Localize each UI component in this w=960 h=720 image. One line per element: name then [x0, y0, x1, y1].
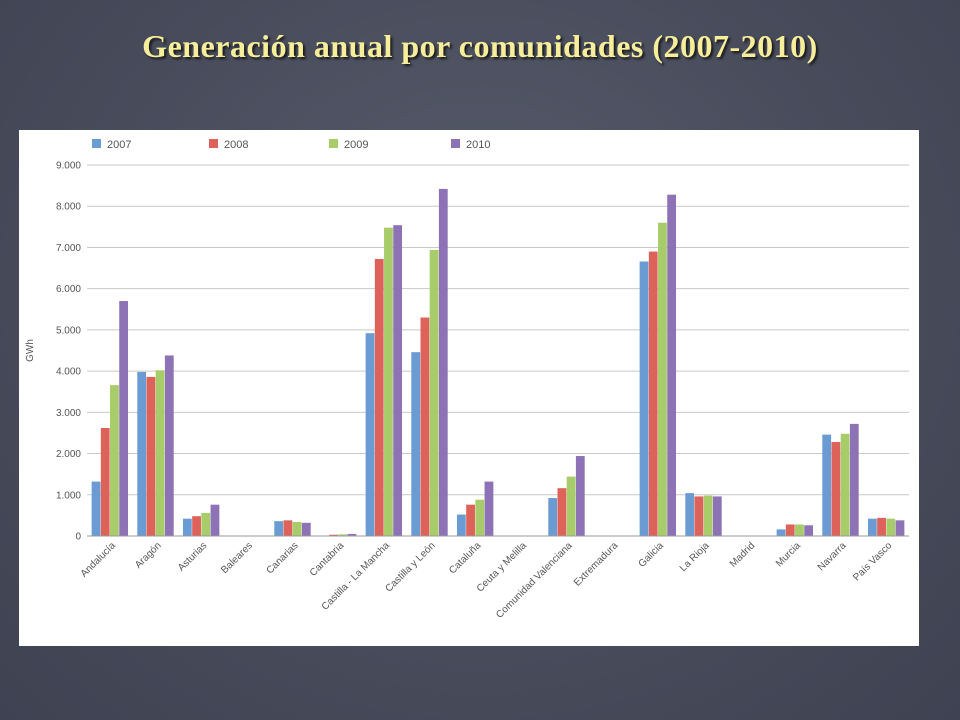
bar-2009-17	[886, 518, 896, 536]
bar-2008-17	[877, 517, 886, 536]
x-tick-label: Extremadura	[572, 540, 621, 589]
x-tick-label: Baleares	[219, 540, 255, 576]
x-tick-label: Madrid	[728, 540, 757, 569]
x-tick-label: Cataluña	[447, 540, 483, 576]
y-tick-label: 4.000	[56, 367, 81, 378]
y-tick-label: 6.000	[56, 284, 81, 295]
bar-2008-7	[420, 317, 430, 536]
x-tick-label: Canarias	[265, 540, 301, 576]
bar-2010-8	[484, 481, 494, 536]
bar-2009-6	[384, 227, 393, 536]
bar-2008-2	[192, 516, 201, 536]
bar-2008-12	[648, 251, 658, 537]
bar-2008-6	[374, 258, 384, 536]
bar-2009-15	[795, 524, 804, 536]
y-tick-label: 8.000	[56, 202, 81, 213]
slide-title: Generación anual por comunidades (2007-2…	[142, 28, 818, 64]
bar-2008-13	[694, 496, 704, 536]
bar-2009-10	[566, 476, 576, 536]
x-tick-label: Andalucía	[79, 540, 119, 580]
bar-2007-2	[182, 518, 192, 536]
y-tick-label: 3.000	[56, 408, 81, 419]
legend-swatch-2008	[209, 139, 218, 148]
bar-2007-17	[867, 518, 877, 536]
bar-2007-16	[822, 434, 832, 536]
legend-label-2008: 2008	[224, 139, 248, 151]
bar-2008-0	[100, 427, 110, 536]
bar-2009-1	[155, 370, 165, 536]
bar-2008-5	[329, 534, 338, 536]
bar-2009-13	[703, 495, 713, 536]
y-tick-label: 7.000	[56, 243, 81, 254]
bar-2007-10	[548, 498, 558, 536]
bar-2007-12	[639, 261, 649, 536]
bar-2010-0	[119, 301, 129, 536]
x-tick-label: La Rioja	[678, 540, 712, 574]
bar-2007-7	[411, 352, 421, 536]
legend-swatch-2009	[329, 139, 338, 148]
bar-chart: 0 1.000 2.000 3.000 4.000 5.000 6.000 7.000 8.00…	[25, 139, 909, 621]
bar-2007-15	[776, 529, 786, 536]
bar-2008-16	[831, 442, 841, 536]
bar-2009-2	[201, 512, 211, 536]
bar-2009-0	[110, 385, 119, 536]
bar-2010-5	[347, 533, 357, 536]
bar-2008-8	[466, 504, 475, 536]
bar-2009-5	[338, 534, 348, 536]
legend-label-2009: 2009	[344, 139, 368, 151]
bar-2008-10	[557, 488, 567, 536]
bar-2007-6	[365, 333, 375, 536]
bar-2007-0	[91, 481, 101, 536]
x-tick-label: Asturias	[176, 540, 209, 573]
y-tick-label: 5.000	[56, 325, 81, 336]
bar-2007-8	[456, 514, 466, 536]
bar-2010-17	[895, 520, 905, 536]
x-tick-label: País Vasco	[851, 540, 894, 583]
bar-2010-12	[667, 194, 677, 536]
bar-2007-13	[685, 493, 695, 536]
y-tick-label: 0	[75, 532, 81, 543]
y-tick-label: 9.000	[56, 161, 81, 172]
legend-label-2010: 2010	[466, 139, 490, 151]
x-tick-label: Aragón	[133, 540, 164, 571]
bar-2008-15	[785, 524, 795, 536]
legend-swatch-2010	[451, 139, 460, 148]
bar-2010-2	[210, 504, 220, 536]
x-tick-label: Galicia	[637, 540, 667, 570]
y-tick-label: 2.000	[56, 449, 81, 460]
bar-2009-4	[292, 521, 302, 536]
bar-2010-16	[849, 423, 859, 536]
bar-2008-4	[283, 520, 293, 536]
bar-2009-7	[429, 249, 439, 536]
bar-2010-7	[438, 188, 448, 537]
bar-2010-1	[164, 355, 174, 536]
bar-2009-8	[475, 499, 485, 536]
chart-panel: 0 1.000 2.000 3.000 4.000 5.000 6.000 7.000 8.00…	[19, 130, 919, 646]
x-tick-label: Cantabria	[308, 540, 347, 579]
bar-2007-4	[274, 521, 284, 536]
x-tick-label: Comunidad Valenciana	[494, 540, 575, 621]
y-tick-label: 1.000	[56, 490, 81, 501]
bar-2009-12	[658, 222, 667, 536]
bar-2009-16	[840, 433, 850, 536]
bar-2010-10	[575, 456, 585, 536]
bar-2010-15	[804, 525, 814, 536]
x-tick-label: Murcia	[774, 540, 803, 569]
legend-swatch-2007	[92, 139, 101, 148]
bar-2007-1	[137, 371, 147, 536]
bar-2010-4	[301, 522, 311, 536]
bar-2010-6	[393, 225, 403, 536]
bar-2010-13	[712, 496, 722, 536]
x-tick-label: Navarra	[816, 540, 849, 573]
bar-2008-1	[146, 376, 156, 536]
y-axis-label: GWh	[25, 339, 36, 362]
legend-label-2007: 2007	[107, 139, 131, 151]
